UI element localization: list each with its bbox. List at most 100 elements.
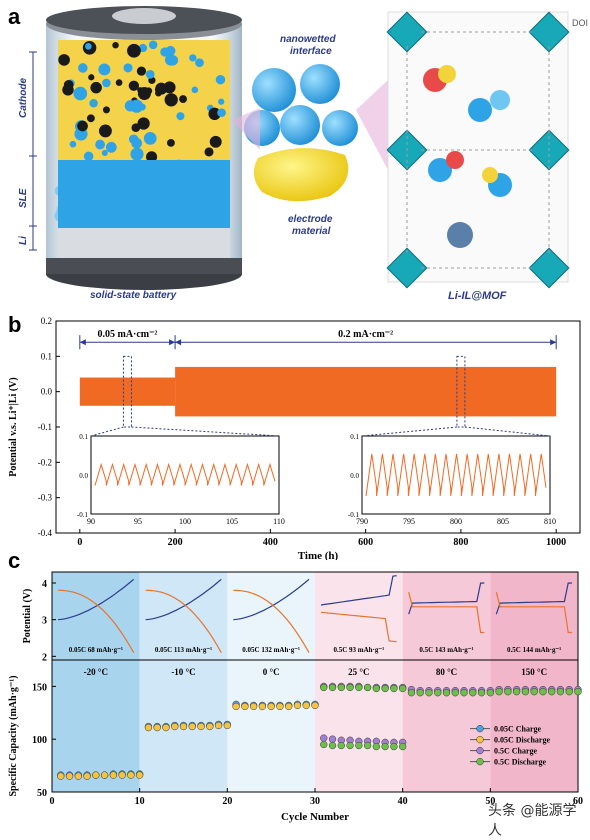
capacity-point [434,689,442,697]
cathode-particle [115,79,123,86]
capacity-point [328,735,337,743]
x-tick-label: 50 [485,796,495,807]
capacity-point [241,702,249,711]
y-tick-label: -0.4 [38,528,53,538]
cathode-particle [58,54,70,66]
cathode-particle [86,114,95,123]
potential-axis-label: Potential (V) [22,589,33,644]
capacity-point [346,741,354,750]
charge-curve [233,578,310,621]
cathode-particle [195,58,204,68]
capacity-point [92,771,100,779]
cathode-particle [137,117,150,130]
y-tick-label: -0.1 [38,422,52,432]
condition-band [52,572,140,792]
x-tick-label: 1000 [546,537,566,548]
legend-marker [476,735,484,744]
capacity-point [162,723,170,732]
battery-caption: solid-state battery [90,290,177,301]
mof-lattice [386,11,570,289]
capacity-point [171,722,179,731]
cathode-particle [155,89,162,97]
inset-1-y-tick: -0.1 [77,511,89,519]
capacity-point [486,689,494,697]
inset-1-zoom-line [90,426,124,437]
rate-capacity-label: 0.05C 132 mAh·g⁻¹ [242,646,300,654]
panel-a-letter: a [8,4,21,29]
capacity-point [530,688,538,696]
inset-2-frame [361,435,551,515]
capacity-point [399,684,407,693]
inset-1-trace [94,462,276,486]
capacity-point [118,771,126,779]
battery-cylinder [46,6,242,290]
capacity-point [267,702,275,711]
capacity-point [390,684,398,693]
capacity-point [57,772,65,780]
inset-1-x-tick: 105 [226,517,238,526]
condition-band [490,572,578,792]
cathode-particle [128,80,140,91]
inset-2-zoom-line [464,426,551,437]
capacity-point [311,701,319,710]
capacity-point [442,689,451,697]
cathode-particle [217,108,226,118]
bottom-y-tick-label: 150 [32,682,47,693]
discharge-curve [145,589,222,653]
cathode-particle [105,141,117,153]
discharge-curve [320,611,397,643]
bottom-y-tick-label: 50 [37,788,47,799]
capacity-point [258,702,267,711]
cathode-particle [123,63,133,73]
capacity-point [372,742,381,751]
cathode-particle [148,40,158,50]
legend-label: 0.5C Charge [494,747,538,756]
voltage-band-2 [175,366,557,417]
discharge-curve [57,589,135,653]
inset-1-y-tick: 0.1 [79,433,88,441]
capacity-point [232,702,240,711]
cathode-particle [85,43,92,50]
cathode-particle [136,66,147,76]
capacity-point [337,683,345,692]
rate-capacity-label: 0.5C 144 mAh·g⁻¹ [507,646,561,654]
discharge-curve [495,592,572,634]
inset-2-x-tick: 790 [356,517,368,526]
charge-curve [495,582,573,615]
capacity-point [179,722,188,731]
capacity-point [363,741,372,750]
x-tick-label: 600 [358,537,373,548]
inset-1-x-tick: 110 [273,517,285,526]
doi-label: DOI [572,18,589,28]
x-axis-label: Time (h) [298,550,339,560]
legend-label: 0.05C Charge [494,725,542,734]
x-axis-label: Cycle Number [281,811,349,823]
capacity-point [302,701,310,710]
condition-band [315,572,403,792]
capacity-point [574,688,582,696]
inset-1-zoom-line [131,426,280,437]
region-label-1: 0.05 mA·cm⁻² [97,329,157,340]
cathode-particle [98,63,111,76]
cycling-capacity-chart: 0.05C 68 mAh·g⁻¹ -20 °C 0.05C 113 mAh·g⁻¹ -… [8,571,583,823]
capacity-point [495,688,503,696]
sle-label: SLE [18,188,29,208]
cathode-particle [130,147,144,161]
capacity-point [407,689,416,697]
capacity-point [337,741,345,750]
capacity-point [320,740,328,749]
cathode-particle [127,43,141,58]
inset-2-x-tick: 800 [450,517,462,526]
inset-2-zoom-box [456,355,466,428]
legend-marker [476,757,484,766]
capacity-point [363,683,372,692]
capacity-point [372,684,381,693]
capacity-point [276,702,284,711]
cathode-particle [78,63,88,73]
legend-marker [476,746,484,755]
y-tick-label: -0.3 [38,493,53,503]
x-tick-label: 0 [50,796,55,807]
cathode-particle [138,43,148,53]
capacity-point [144,723,153,732]
capacity-point [539,688,547,696]
